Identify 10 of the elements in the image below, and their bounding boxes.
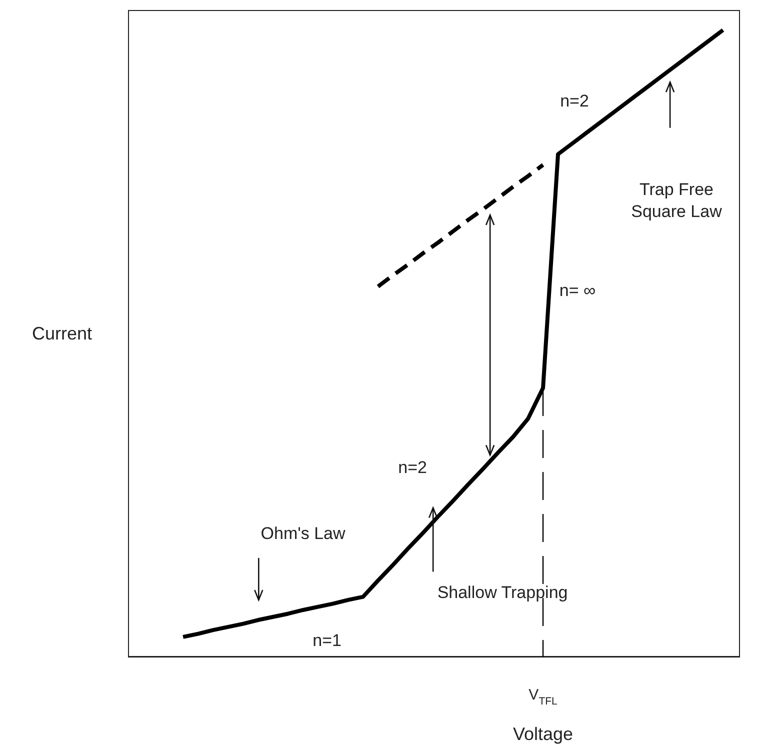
- y-axis-title: Current: [32, 324, 92, 344]
- text: V$_{TFL}$: [528, 686, 558, 708]
- x-axis-title: Voltage: [512, 724, 574, 744]
- annotation: Trap Free Square Law: [631, 179, 723, 220]
- annotation: n= ∞: [559, 280, 596, 300]
- annotation: n=2: [560, 90, 589, 110]
- annotation: n=2: [398, 458, 427, 477]
- annotation: Shallow Trapping: [437, 582, 568, 602]
- annotation: Ohm's Law: [260, 523, 346, 542]
- annotation: n=1: [312, 630, 342, 650]
